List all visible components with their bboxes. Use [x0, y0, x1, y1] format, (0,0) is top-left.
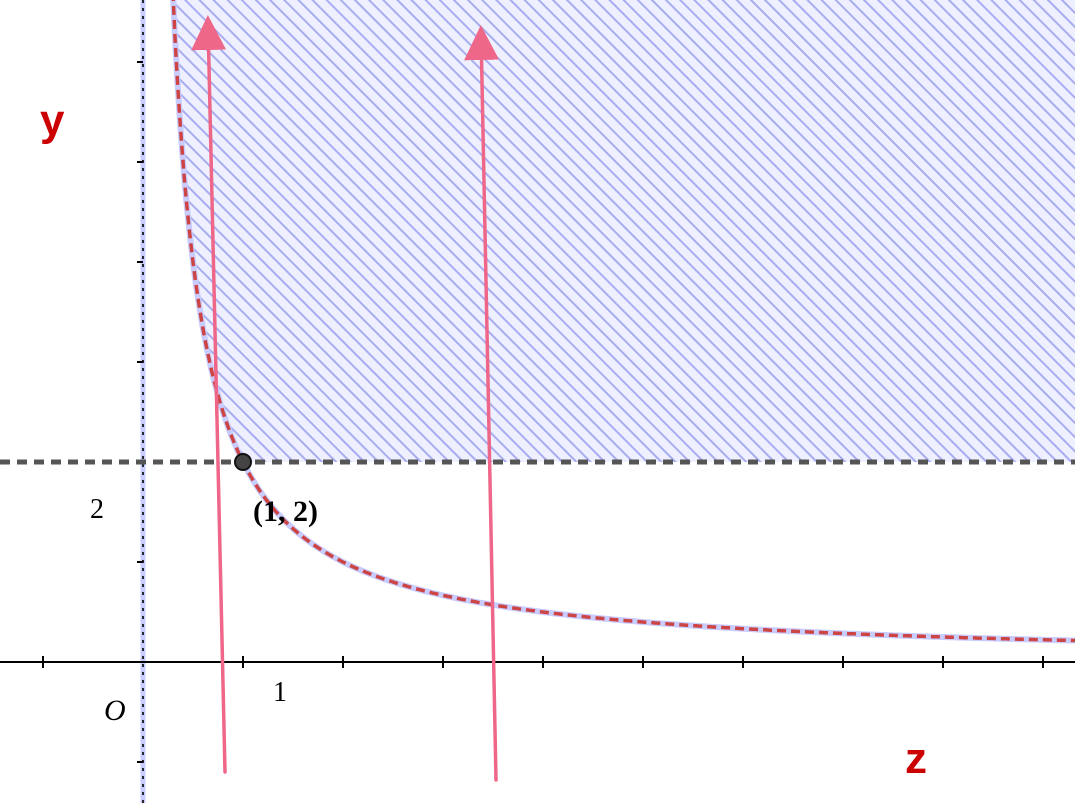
arrow-1: [191, 15, 227, 774]
y-tick-label-2: 2: [90, 494, 104, 525]
x-axis-name: z: [905, 734, 927, 783]
origin-label: O: [104, 694, 126, 727]
point-1-2[interactable]: [234, 453, 252, 471]
point-label: (1, 2): [253, 495, 318, 528]
arrows-group: [191, 15, 500, 782]
y-axis-name: y: [40, 96, 65, 145]
arrow-2: [464, 25, 500, 782]
hyperbola-curve: [171, 0, 1075, 643]
x-axis-ticks: [42, 656, 1044, 668]
x-tick-label-1: 1: [273, 677, 287, 708]
shaded-region: [172, 0, 1075, 462]
